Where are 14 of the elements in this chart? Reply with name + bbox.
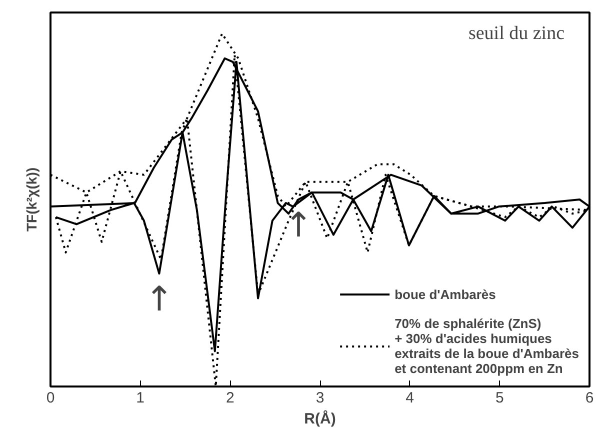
y-axis-title: TF(k²χ(k)) xyxy=(24,167,40,232)
x-tick-label: 6 xyxy=(585,390,594,406)
x-tick-label: 3 xyxy=(316,390,324,406)
annotation: ↑ xyxy=(144,280,174,320)
annotation: seuil du zinc xyxy=(468,23,564,44)
x-tick-label: 1 xyxy=(136,390,145,406)
x-axis-title: R(Å) xyxy=(304,410,336,428)
legend-label: boue d'Ambarès xyxy=(394,286,496,302)
x-tick-label: 5 xyxy=(495,390,504,406)
x-tick-label: 4 xyxy=(406,390,414,406)
legend-label: 70% de sphalérite (ZnS) + 30% d'acides humiques extraits de la boue d'Ambarès et contenant 200ppm en Zn xyxy=(394,316,579,376)
annotation: ↑ xyxy=(284,206,313,246)
x-tick-label: 0 xyxy=(46,390,55,406)
x-tick-label: 2 xyxy=(226,390,234,406)
